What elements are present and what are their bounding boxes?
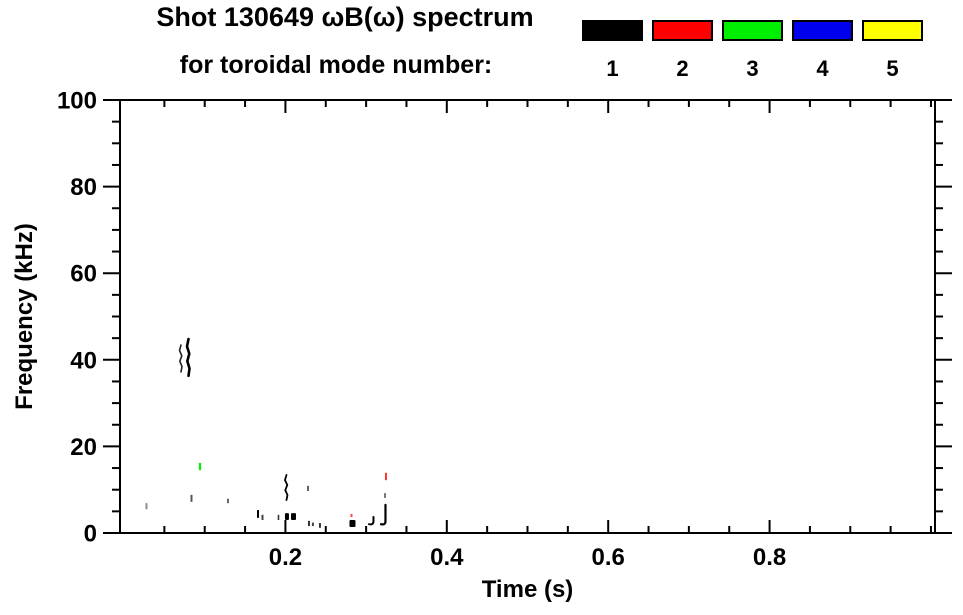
mark-n1-hook	[367, 515, 375, 526]
x-tick-label: 0.6	[592, 544, 625, 571]
legend-swatch-n3	[722, 20, 783, 41]
y-tick-label: 80	[70, 174, 97, 201]
x-tick-label: 0.8	[753, 544, 786, 571]
y-tick-label: 100	[57, 88, 97, 115]
legend-swatch-n1	[582, 20, 643, 41]
mark-n1-squiggle	[284, 474, 289, 501]
axis-labels: 0.2 0.4 0.6 0.8 0 20 40 60 80 100 Time (s) Frequenc…	[11, 88, 786, 604]
legend-item-n3: 3	[722, 20, 783, 80]
legend-swatch-n5	[862, 20, 923, 41]
legend-label-n3: 3	[746, 56, 759, 81]
y-tick-label: 20	[70, 434, 97, 461]
y-tick-label: 60	[70, 261, 97, 288]
y-tick-label: 0	[84, 521, 97, 548]
mark-n1-blob	[290, 513, 296, 521]
legend-item-n4: 4	[792, 20, 853, 80]
x-tick-label: 0.2	[269, 544, 302, 571]
legend-label-n2: 2	[676, 56, 689, 81]
legend-label-n4: 4	[816, 56, 829, 81]
figure-title-line1: Shot 130649 ωB(ω) spectrum	[156, 2, 534, 32]
y-axis-title: Frequency (kHz)	[11, 223, 38, 410]
mark-n1-blob	[349, 520, 356, 527]
mark-n1-squiggle	[185, 337, 191, 378]
mark-n1-hook	[379, 503, 387, 526]
spectrum-marks	[145, 337, 387, 528]
legend-item-n1: 1	[582, 20, 643, 80]
legend-label-n1: 1	[606, 56, 619, 81]
legend-label-n5: 5	[886, 56, 899, 81]
plot-frame	[119, 99, 936, 534]
x-axis-ticks	[163, 100, 932, 533]
x-axis-title: Time (s)	[482, 576, 574, 603]
legend-swatch-n4	[792, 20, 853, 41]
legend-item-n5: 5	[862, 20, 923, 80]
legend-item-n2: 2	[652, 20, 713, 80]
y-axis-ticks	[103, 99, 952, 534]
x-tick-label: 0.4	[430, 544, 464, 571]
y-tick-label: 40	[70, 347, 97, 374]
mark-n1-blob	[284, 513, 289, 521]
mark-n1-squiggle	[178, 344, 183, 373]
legend-swatch-n2	[652, 20, 713, 41]
mode-legend: 1 2 3 4 5	[582, 20, 923, 80]
figure-title-line2: for toroidal mode number:	[179, 51, 493, 79]
